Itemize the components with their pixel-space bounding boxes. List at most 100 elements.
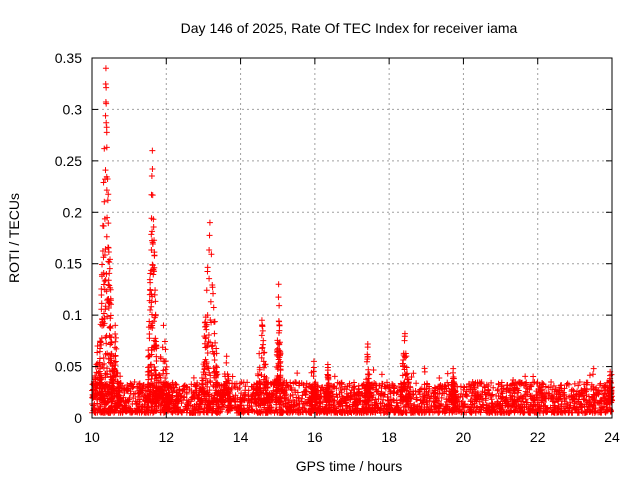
data-point	[102, 65, 109, 72]
data-point	[103, 233, 110, 240]
data-point	[563, 394, 570, 401]
data-point	[213, 363, 220, 370]
data-point	[589, 394, 596, 401]
data-point	[522, 388, 529, 395]
data-point	[343, 390, 350, 397]
data-point	[151, 249, 158, 256]
data-point	[176, 396, 183, 403]
data-point	[523, 404, 530, 411]
data-point	[431, 389, 438, 396]
data-point	[107, 355, 114, 362]
data-point	[494, 387, 501, 394]
data-point	[363, 391, 370, 398]
data-point	[143, 408, 150, 415]
data-point	[582, 409, 589, 416]
data-point	[517, 379, 524, 386]
data-point	[147, 279, 154, 286]
data-point	[206, 247, 213, 254]
data-point	[196, 401, 203, 408]
data-point	[238, 379, 245, 386]
data-point	[147, 323, 154, 330]
data-point	[242, 389, 249, 396]
data-point	[282, 400, 289, 407]
data-point	[533, 409, 540, 416]
data-point	[102, 98, 109, 105]
data-point	[290, 397, 297, 404]
data-point	[104, 214, 111, 221]
data-point	[261, 373, 268, 380]
data-point	[179, 387, 186, 394]
data-point	[109, 363, 116, 370]
data-point	[408, 409, 415, 416]
data-point	[278, 407, 285, 414]
data-point	[338, 408, 345, 415]
data-point	[227, 398, 234, 405]
data-point	[173, 381, 180, 388]
data-point	[590, 402, 597, 409]
data-point	[400, 352, 407, 359]
data-point	[331, 373, 338, 380]
data-point	[225, 377, 232, 384]
data-point	[300, 389, 307, 396]
data-point	[148, 405, 155, 412]
data-point	[344, 383, 351, 390]
data-point	[345, 409, 352, 416]
data-point	[442, 408, 449, 415]
data-point	[96, 355, 103, 362]
data-point	[577, 403, 584, 410]
data-point	[303, 388, 310, 395]
data-point	[260, 395, 267, 402]
data-point	[102, 112, 109, 119]
data-point	[312, 386, 319, 393]
data-point	[110, 373, 117, 380]
data-point	[390, 390, 397, 397]
data-point	[144, 395, 151, 402]
data-point	[364, 353, 371, 360]
data-point	[333, 385, 340, 392]
data-point	[578, 392, 585, 399]
data-point	[252, 386, 259, 393]
data-point	[168, 408, 175, 415]
data-point	[103, 271, 110, 278]
data-point	[291, 387, 298, 394]
data-point	[100, 364, 107, 371]
y-tick-label: 0	[74, 410, 82, 426]
data-point	[131, 379, 138, 386]
data-point	[465, 386, 472, 393]
data-point	[275, 329, 282, 336]
data-point	[206, 377, 213, 384]
data-point	[443, 396, 450, 403]
data-point	[583, 392, 590, 399]
data-point	[405, 390, 412, 397]
data-point	[418, 406, 425, 413]
data-point	[149, 261, 156, 268]
data-point	[106, 383, 113, 390]
data-point	[541, 390, 548, 397]
data-point	[422, 408, 429, 415]
data-point	[108, 390, 115, 397]
data-point	[450, 394, 457, 401]
data-point	[564, 380, 571, 387]
data-point	[600, 391, 607, 398]
data-point	[152, 387, 159, 394]
data-point	[197, 396, 204, 403]
data-point	[100, 179, 107, 186]
data-point	[152, 367, 159, 374]
data-point	[150, 271, 157, 278]
data-point	[102, 351, 109, 358]
data-point	[511, 390, 518, 397]
data-point	[203, 407, 210, 414]
data-point	[150, 224, 157, 231]
data-point	[522, 381, 529, 388]
data-point	[528, 383, 535, 390]
data-point	[509, 380, 516, 387]
data-point	[413, 380, 420, 387]
data-point	[106, 282, 113, 289]
data-point	[101, 278, 108, 285]
data-point	[195, 409, 202, 416]
data-point	[261, 349, 268, 356]
data-point	[260, 376, 267, 383]
data-point	[566, 405, 573, 412]
data-point	[523, 379, 530, 386]
